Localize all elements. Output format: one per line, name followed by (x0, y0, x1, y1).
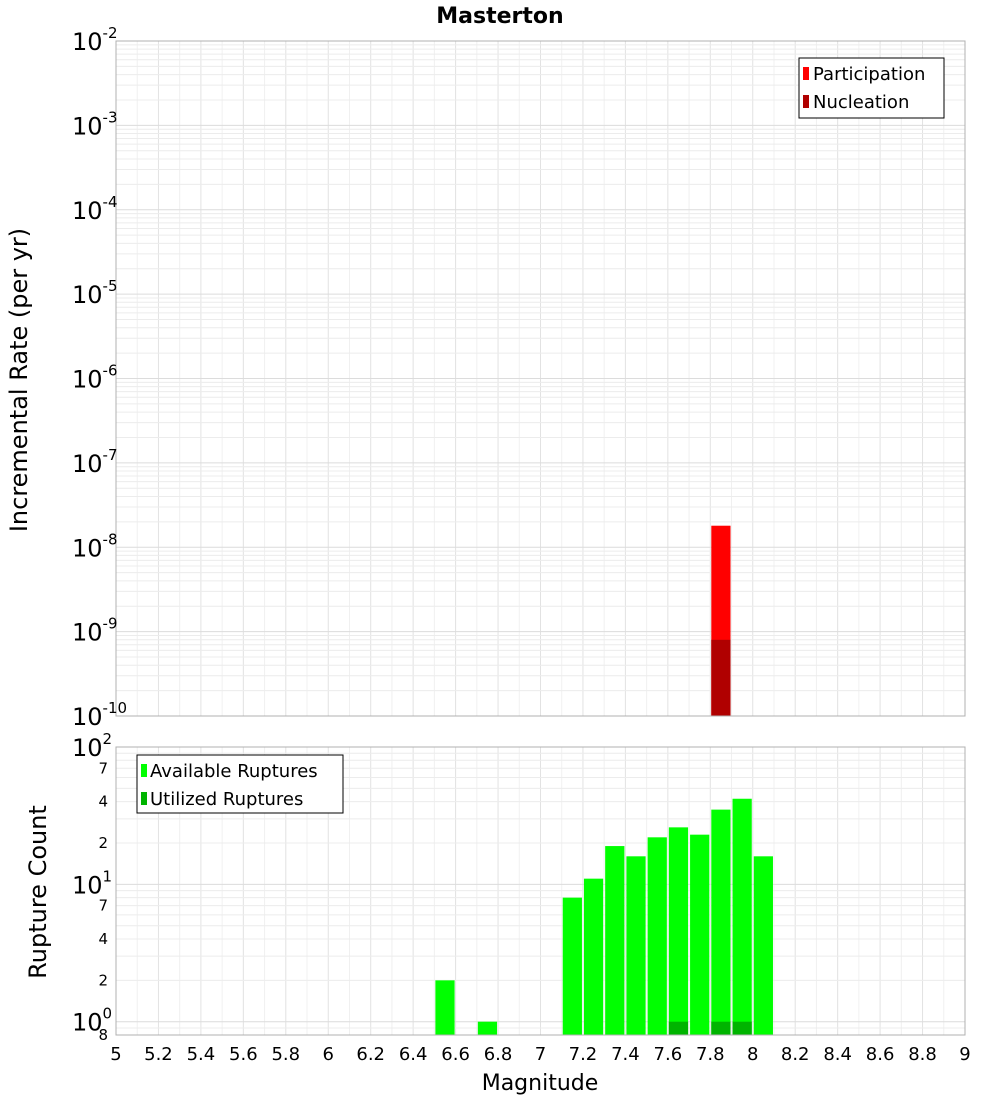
x-tick-label-4: 5.8 (271, 1044, 300, 1065)
top-panel-legend: Participation Nucleation (798, 57, 945, 119)
y-tick-label-1-3: 2 (98, 834, 108, 852)
bar-available-ruptures-11 (753, 856, 773, 1035)
x-tick-label-16: 8.2 (781, 1044, 810, 1065)
bottom-panel-frame (115, 746, 966, 1036)
x-tick-label-13: 7.6 (654, 1044, 683, 1065)
x-tick-label-15: 8 (747, 1044, 758, 1065)
legend-label-nucleation: Nucleation (813, 92, 909, 113)
y-tick-label-0-3: 10-5 (72, 277, 118, 309)
bar-available-ruptures-0 (435, 980, 455, 1035)
x-tick-label-8: 6.6 (441, 1044, 470, 1065)
x-tick-label-9: 6.8 (484, 1044, 513, 1065)
top-panel-frame (115, 40, 966, 717)
y-tick-label-0-4: 10-6 (72, 362, 118, 394)
top-panel: 10-2 10-3 10-4 10-5 10-6 10-7 10-8 10-9 10-10 In… (5, 24, 966, 731)
bar-utilized-ruptures-2 (732, 1021, 752, 1035)
y-tick-label-1-7: 2 (98, 971, 108, 989)
bar-available-ruptures-4 (605, 846, 625, 1035)
bottom-panel-legend: Available Ruptures Utilized Ruptures (136, 754, 344, 814)
legend-swatch-available (141, 764, 147, 777)
x-tick-label-10: 7 (535, 1044, 546, 1065)
chart-title: Masterton (436, 4, 563, 29)
bottom-legend-box (136, 754, 344, 814)
x-tick-label-19: 8.8 (908, 1044, 937, 1065)
y-tick-label-0-2: 10-4 (72, 193, 118, 225)
bar-available-ruptures-6 (647, 837, 667, 1035)
bar-available-ruptures-5 (626, 856, 646, 1035)
top-legend-box (798, 57, 945, 119)
bottom-panel-y-axis-label: Rupture Count (24, 805, 52, 979)
bar-available-ruptures-7 (668, 827, 689, 1035)
x-tick-label-1: 5.2 (144, 1044, 173, 1065)
legend-label-available: Available Ruptures (150, 761, 318, 782)
legend-label-utilized: Utilized Ruptures (150, 789, 303, 810)
x-tick-label-2: 5.4 (187, 1044, 216, 1065)
y-tick-label-1-4: 101 (72, 867, 112, 899)
top-panel-y-axis-label: Incremental Rate (per yr) (5, 228, 33, 532)
y-tick-label-0-8: 10-10 (72, 699, 127, 731)
bar-available-ruptures-1 (477, 1021, 498, 1035)
x-tick-label-5: 6 (323, 1044, 334, 1065)
bar-utilized-ruptures-0 (668, 1021, 689, 1035)
x-tick-label-3: 5.6 (229, 1044, 258, 1065)
bar-available-ruptures-8 (690, 834, 710, 1035)
y-tick-label-0-7: 10-9 (72, 615, 118, 647)
legend-swatch-participation (803, 67, 809, 80)
bar-utilized-ruptures-1 (711, 1021, 731, 1035)
legend-label-participation: Participation (813, 64, 925, 85)
x-tick-label-7: 6.4 (399, 1044, 428, 1065)
y-tick-label-1-0: 102 (72, 730, 112, 762)
x-axis-ticks: 5 5.2 5.4 5.6 5.8 6 6.2 6.4 6.6 6.8 7 7.2 7.4 7.6 7.8 8… (110, 1044, 970, 1065)
bar-nucleation-0 (711, 639, 731, 716)
x-tick-label-14: 7.8 (696, 1044, 725, 1065)
bottom-panel-bars (435, 798, 773, 1035)
bar-available-ruptures-10 (732, 798, 752, 1035)
x-tick-label-11: 7.2 (569, 1044, 598, 1065)
y-tick-label-1-8: 100 (72, 1005, 112, 1037)
legend-swatch-utilized (141, 792, 147, 805)
y-tick-label-1-6: 4 (98, 930, 108, 948)
x-axis-label: Magnitude (482, 1071, 599, 1096)
y-tick-label-1-5: 7 (98, 897, 108, 915)
y-tick-label-0-1: 10-3 (72, 108, 118, 140)
x-tick-label-20: 9 (959, 1044, 970, 1065)
top-panel-y-ticks: 10-2 10-3 10-4 10-5 10-6 10-7 10-8 10-9 10-10 (72, 24, 127, 731)
legend-swatch-nucleation (803, 95, 809, 108)
y-tick-label-0-5: 10-7 (72, 446, 118, 478)
x-tick-label-6: 6.2 (356, 1044, 385, 1065)
bar-available-ruptures-3 (583, 878, 604, 1035)
bar-available-ruptures-9 (711, 809, 731, 1035)
x-tick-label-18: 8.6 (866, 1044, 895, 1065)
y-tick-label-0-6: 10-8 (72, 530, 118, 562)
x-tick-label-0: 5 (110, 1044, 121, 1065)
bar-available-ruptures-2 (562, 897, 582, 1035)
top-panel-grid (115, 40, 966, 717)
x-tick-label-17: 8.4 (823, 1044, 852, 1065)
y-tick-label-1-1: 7 (98, 759, 108, 777)
top-panel-bars (711, 525, 731, 716)
x-tick-label-12: 7.4 (611, 1044, 640, 1065)
y-tick-label-1-9: 8 (98, 1026, 108, 1044)
y-tick-label-1-2: 4 (98, 793, 108, 811)
y-tick-label-0-0: 10-2 (72, 24, 118, 56)
